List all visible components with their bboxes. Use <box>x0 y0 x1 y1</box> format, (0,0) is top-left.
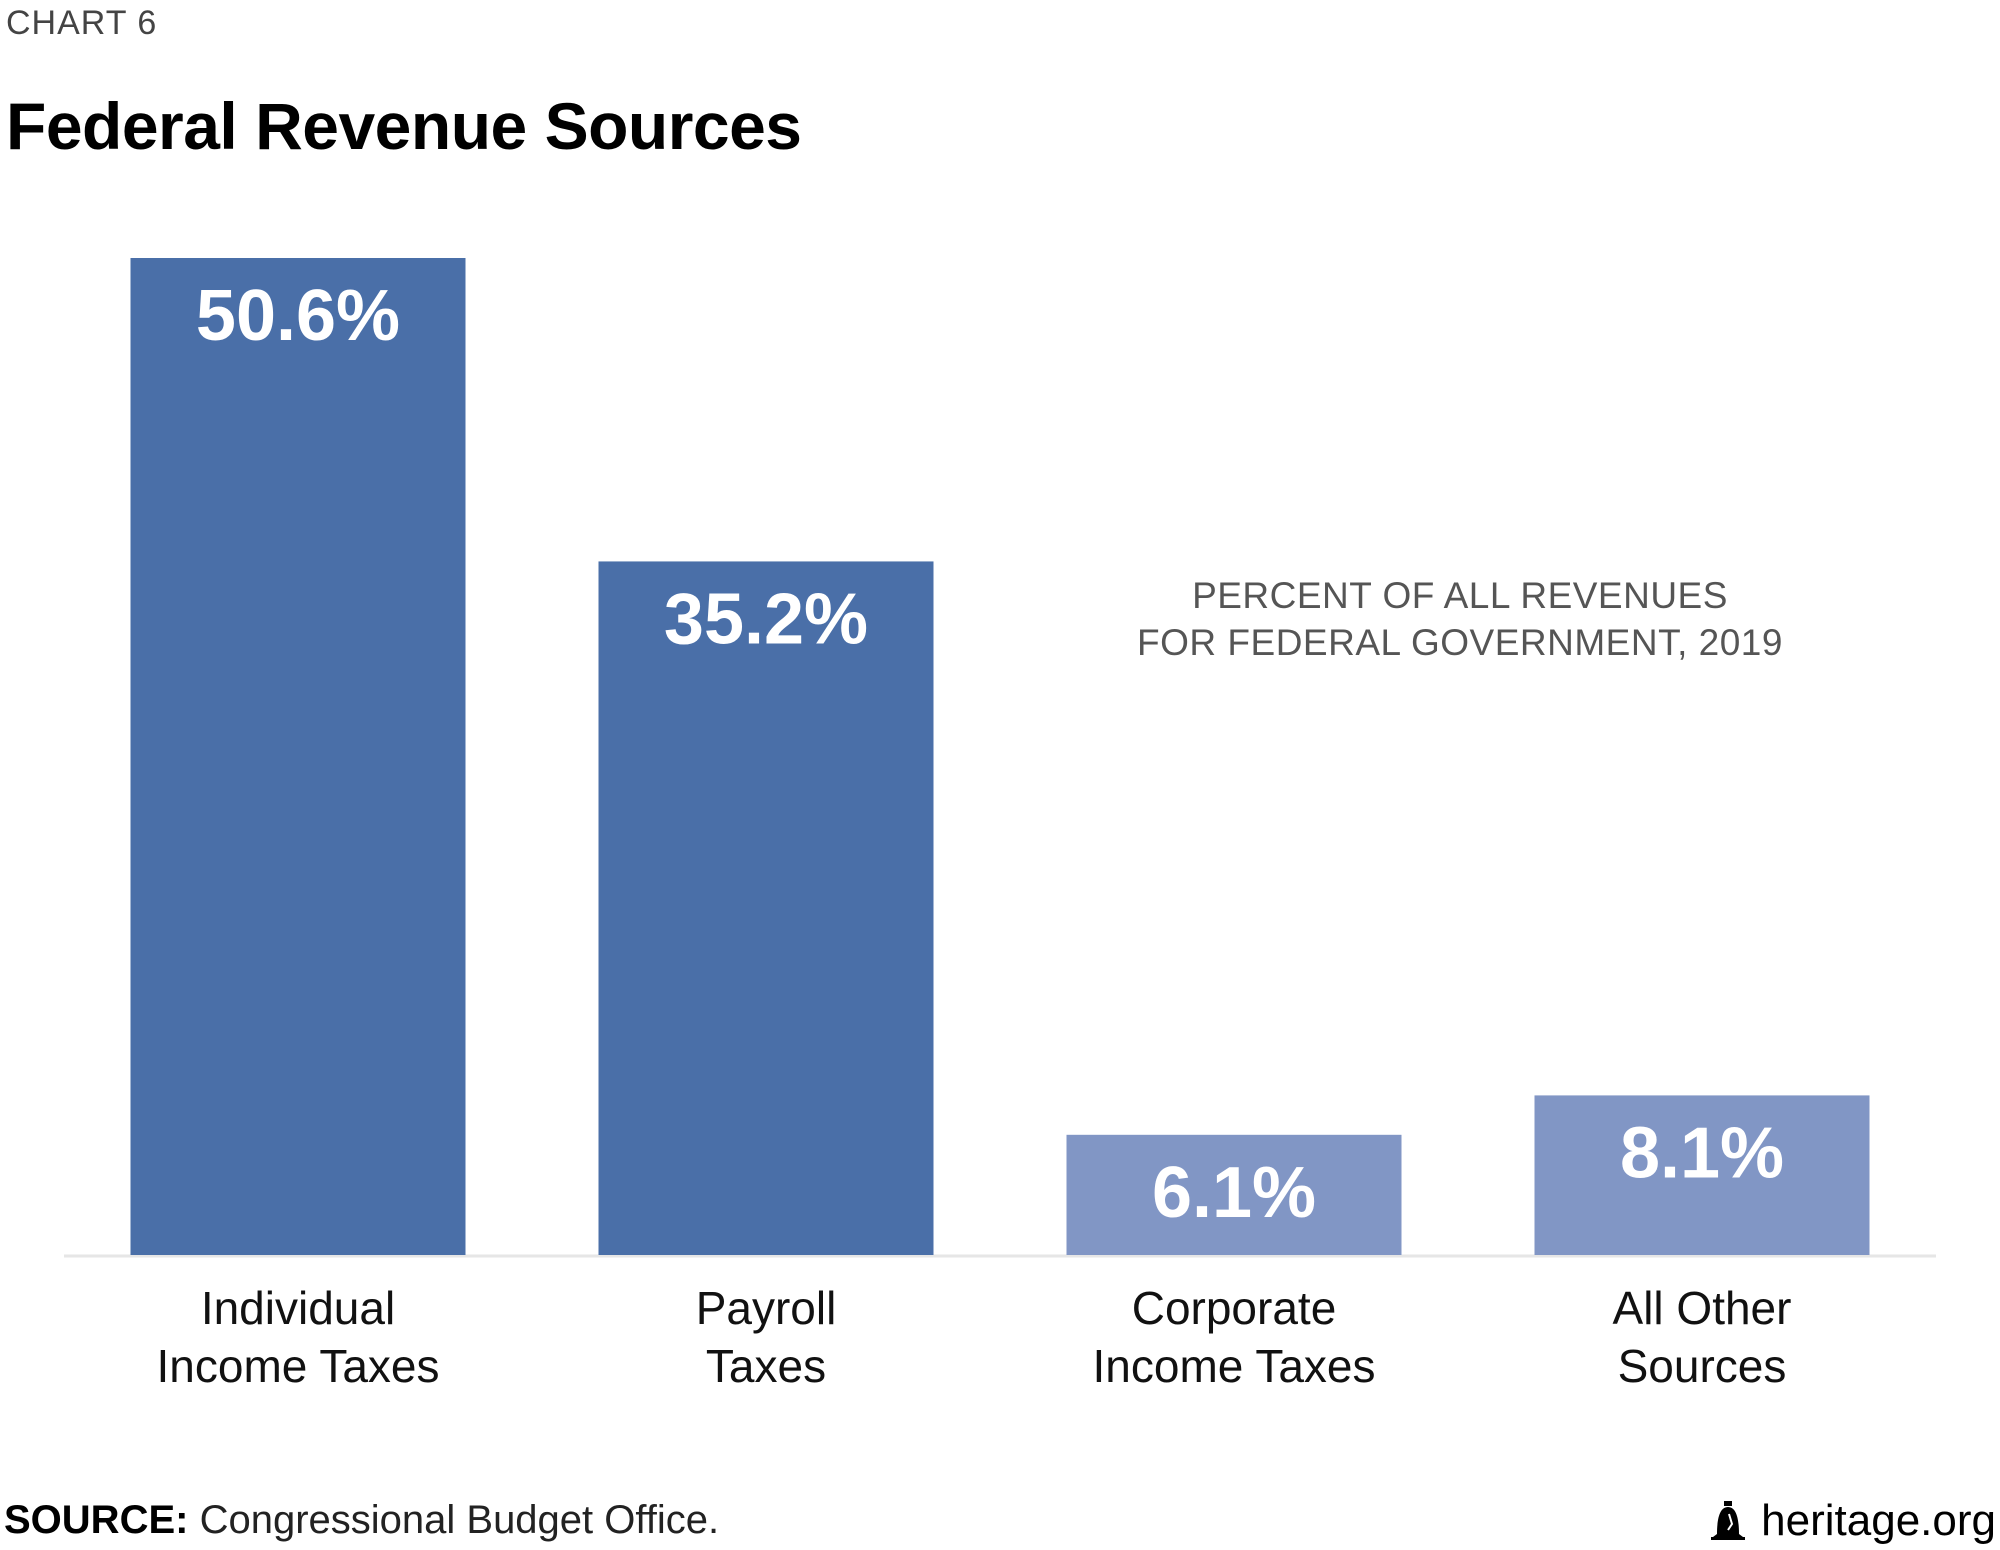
category-label-1-line-1: Individual <box>201 1282 395 1334</box>
bar-4 <box>1534 1095 1870 1255</box>
source-label: SOURCE: <box>4 1498 189 1542</box>
bar-chart: 50.6% Individual Income Taxes 35.2% Payroll T… <box>64 258 1936 1392</box>
chart-number: CHART 6 <box>6 4 158 42</box>
brand-label: heritage.org <box>1761 1496 1996 1545</box>
category-label-2-line-2: Taxes <box>706 1340 826 1392</box>
bar-3 <box>1066 1134 1402 1255</box>
subtitle-line-1: PERCENT OF ALL REVENUES <box>1192 575 1728 616</box>
bar-1 <box>130 258 466 1255</box>
category-label-3-line-1: Corporate <box>1132 1282 1337 1334</box>
liberty-bell-icon <box>1711 1501 1746 1540</box>
category-label-4-line-2: Sources <box>1618 1340 1787 1392</box>
bar-value-label-4: 8.1% <box>1620 1113 1784 1193</box>
bar-value-label-3: 6.1% <box>1152 1153 1316 1233</box>
category-label-4-line-1: All Other <box>1613 1282 1792 1334</box>
category-label-2-line-1: Payroll <box>696 1282 837 1334</box>
subtitle-line-2: FOR FEDERAL GOVERNMENT, 2019 <box>1137 622 1783 663</box>
bar-value-label-2: 35.2% <box>664 579 868 659</box>
brand[interactable]: heritage.org <box>1709 1496 1996 1546</box>
source-note: SOURCE: Congressional Budget Office. <box>4 1498 719 1543</box>
chart-subtitle: PERCENT OF ALL REVENUES FOR FEDERAL GOVE… <box>1060 572 1860 666</box>
category-label-1-line-2: Income Taxes <box>157 1340 440 1392</box>
category-label-3-line-2: Income Taxes <box>1093 1340 1376 1392</box>
chart-title: Federal Revenue Sources <box>6 89 802 163</box>
bar-value-label-1: 50.6% <box>196 276 400 356</box>
source-text: Congressional Budget Office. <box>188 1498 720 1542</box>
bar-2 <box>598 561 934 1255</box>
